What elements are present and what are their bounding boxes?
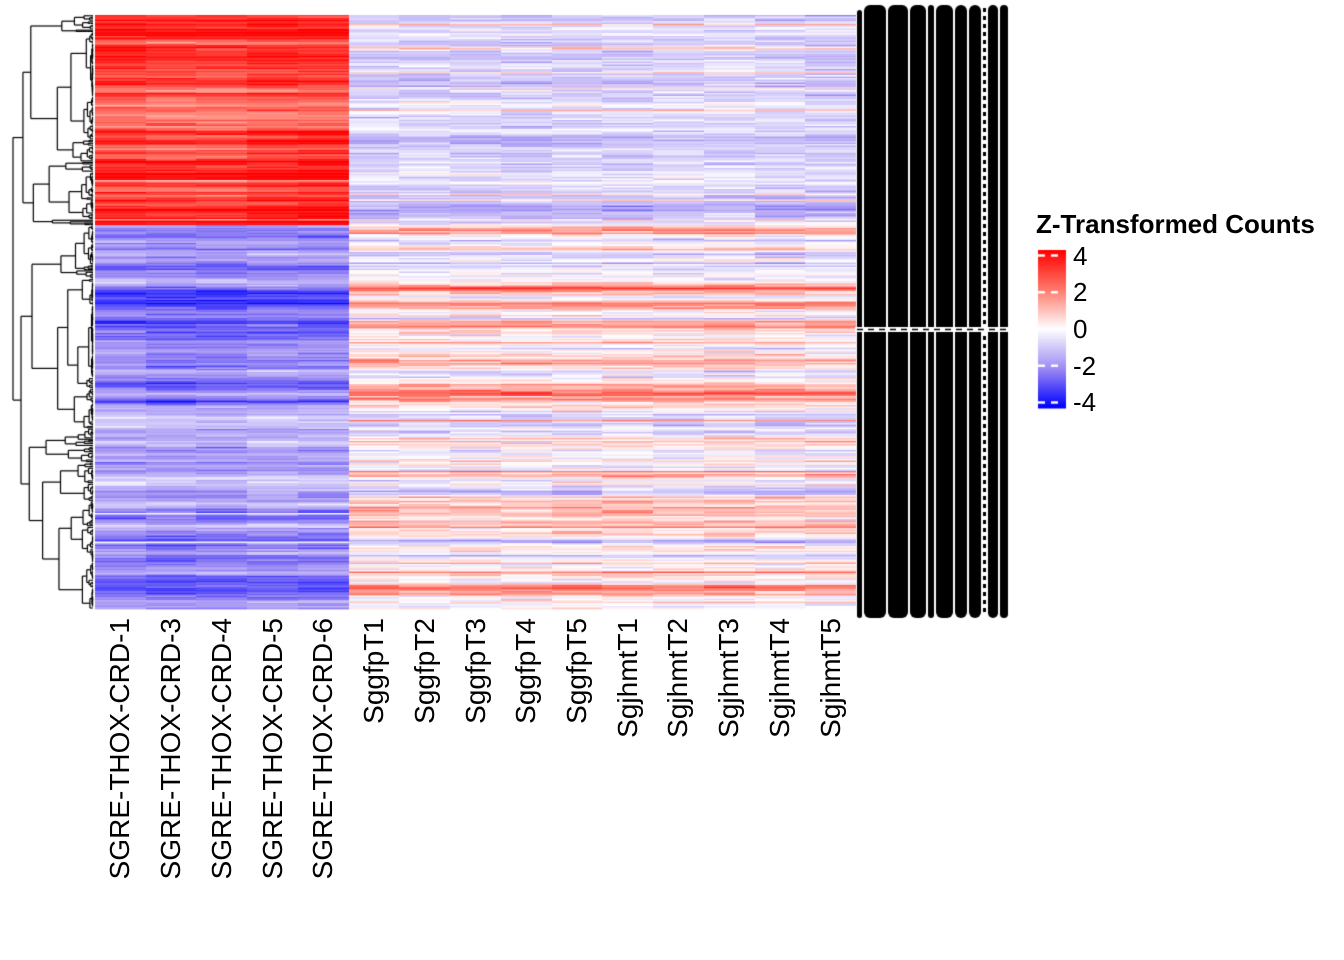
legend-tick-label-4: 4 [1073, 240, 1088, 271]
legend-tick-label-2: 2 [1073, 277, 1088, 308]
column-label-SggfpT1: SggfpT1 [358, 618, 390, 724]
column-label-SggfpT2: SggfpT2 [408, 618, 440, 724]
column-label-SGRE-THOX-CRD-6: SGRE-THOX-CRD-6 [307, 618, 339, 880]
legend-title: Z-Transformed Counts [1036, 209, 1315, 239]
legend-tick-label--2: -2 [1073, 350, 1097, 381]
column-label-SGRE-THOX-CRD-1: SGRE-THOX-CRD-1 [104, 618, 136, 880]
column-label-SgjhmtT1: SgjhmtT1 [611, 618, 643, 738]
column-label-SggfpT3: SggfpT3 [459, 618, 491, 724]
legend-tick-label--4: -4 [1073, 387, 1097, 418]
column-label-SgjhmtT4: SgjhmtT4 [763, 618, 795, 738]
column-label-SggfpT5: SggfpT5 [560, 618, 592, 724]
column-label-SggfpT4: SggfpT4 [510, 618, 542, 724]
column-label-SgjhmtT2: SgjhmtT2 [662, 618, 694, 738]
column-label-SgjhmtT5: SgjhmtT5 [814, 618, 846, 738]
column-label-SGRE-THOX-CRD-4: SGRE-THOX-CRD-4 [205, 618, 237, 880]
column-label-SGRE-THOX-CRD-3: SGRE-THOX-CRD-3 [155, 618, 187, 880]
column-label-SGRE-THOX-CRD-5: SGRE-THOX-CRD-5 [256, 618, 288, 880]
legend-tick-label-0: 0 [1073, 314, 1088, 344]
column-label-SgjhmtT3: SgjhmtT3 [713, 618, 745, 738]
